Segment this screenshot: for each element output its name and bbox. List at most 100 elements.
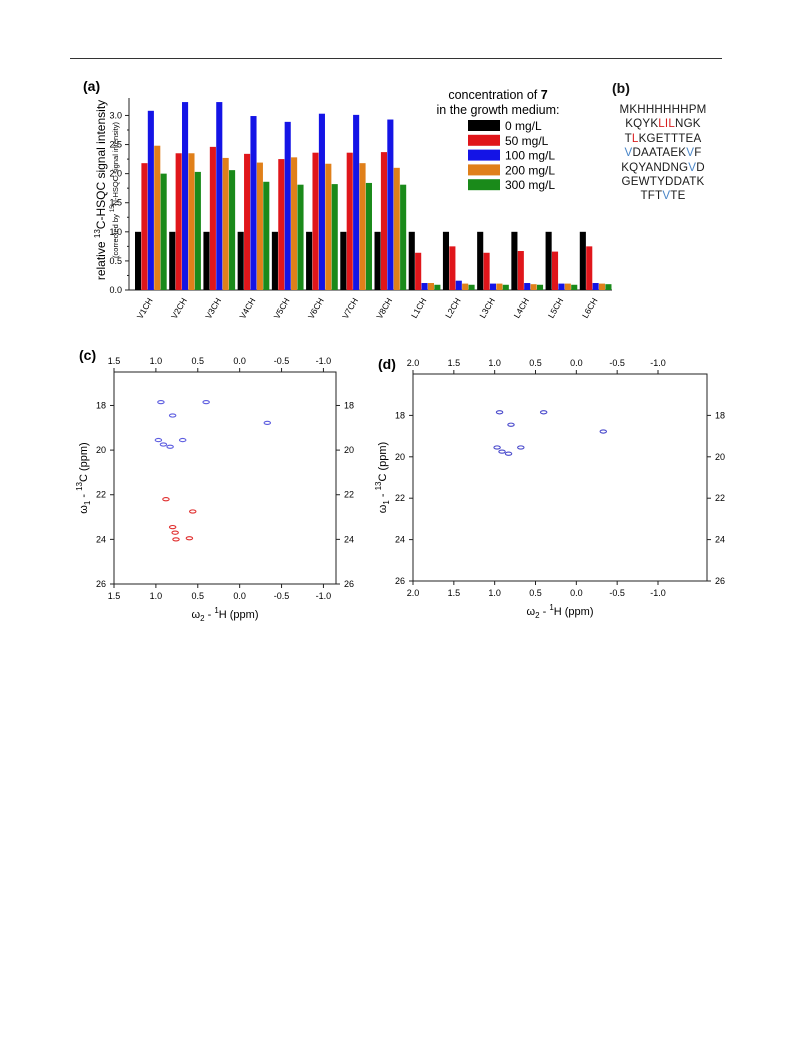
bar-V8CH-0mgL	[374, 231, 381, 290]
peak-0-5	[517, 445, 525, 450]
y-axis-title-sup: 13	[374, 481, 383, 490]
y-tick-label-right: 24	[715, 535, 725, 545]
bar-V8CH-200mgL	[393, 167, 400, 290]
bar-L5CH-300mgL	[571, 284, 578, 290]
sequence-line: TLKGETTTEA	[598, 132, 728, 146]
y-axis-title: ω1 - 13C (ppm)	[374, 442, 391, 513]
x-tick-label: V6CH	[306, 296, 326, 321]
bar-L5CH-200mgL	[564, 283, 571, 290]
sequence-residues: TE	[670, 189, 686, 203]
x-tick-label-top: 1.0	[150, 356, 163, 366]
bar-chart-x-tick-labels: V1CH V2CH V3CH V4CH V5CH V6CH V7CH V8CH L1CH L2CH…	[135, 296, 600, 321]
spectrum-c-plot: 1.5 1.5 1.0 1.0 0.5 0.5 0.0 0.0 -0.5 -0.5 -1.0 -1.0…	[75, 356, 354, 623]
peak-0-3	[599, 429, 608, 434]
bar-V4CH-0mgL	[237, 231, 244, 290]
legend-title-line-1: concentration of 7	[448, 88, 547, 102]
bar-V2CH-100mgL	[182, 102, 189, 290]
labeled-residue-blue: V	[662, 189, 671, 203]
bar-L1CH-100mgL	[421, 283, 428, 290]
y-tick-label-right: 22	[344, 490, 354, 500]
legend-entry: 200 mg/L	[505, 163, 555, 177]
bar-V5CH-100mgL	[284, 121, 291, 290]
plot-frame	[412, 373, 708, 582]
x-tick-label-bottom: -0.5	[274, 591, 290, 601]
y-tick-label: 3.0	[109, 110, 122, 120]
sequence-line: KQYKLILNGK	[598, 117, 728, 131]
bar-V6CH-0mgL	[306, 231, 313, 290]
x-tick-label-top: -0.5	[274, 356, 290, 366]
bar-chart-y-axis-label: relative 13C-HSQC signal intensity(corre…	[93, 100, 120, 280]
bar-L6CH-0mgL	[579, 231, 586, 290]
bar-V1CH-300mgL	[160, 173, 167, 290]
x-tick-label: L6CH	[580, 296, 600, 320]
x-tick-label-top: 0.0	[233, 356, 246, 366]
y-tick-label-left: 18	[96, 400, 106, 410]
y-tick-label: 1.5	[109, 198, 122, 208]
y-axis-title-part: -	[377, 490, 389, 500]
y-tick-label-left: 22	[96, 490, 106, 500]
bar-V4CH-200mgL	[256, 162, 263, 290]
bar-L4CH-100mgL	[524, 283, 531, 290]
y-axis-title-part: C (ppm)	[377, 442, 389, 482]
x-tick-label: L3CH	[477, 296, 497, 320]
sequence-residues: D	[696, 160, 705, 174]
x-axis-title-part: -	[205, 609, 215, 621]
x-tick-label-top: -1.0	[650, 358, 666, 368]
x-tick-label-bottom: -0.5	[609, 588, 625, 598]
bar-L1CH-300mgL	[434, 284, 441, 290]
y-axis-title-sup: 13	[75, 481, 84, 490]
legend-swatch-0	[468, 120, 500, 131]
x-tick-label-bottom: 1.5	[448, 588, 461, 598]
panel-d-label: (d)	[378, 356, 396, 372]
x-tick-label: V5CH	[272, 296, 292, 321]
bar-V3CH-50mgL	[209, 146, 216, 290]
header-rule	[70, 58, 722, 59]
labeled-residue-blue: V	[686, 146, 695, 160]
x-tick-label-bottom: 0.5	[529, 588, 542, 598]
bar-L3CH-200mgL	[496, 283, 503, 290]
peak-1-0	[162, 497, 170, 502]
legend-swatch-4	[468, 179, 500, 191]
bar-V5CH-300mgL	[297, 184, 304, 290]
y-axis-title-sub: 1	[382, 500, 391, 505]
x-axis-title-sub: 2	[200, 614, 205, 623]
plot-frame	[113, 371, 337, 585]
legend-swatch-1	[468, 134, 500, 146]
bar-V6CH-50mgL	[312, 152, 319, 290]
bar-V3CH-300mgL	[229, 170, 236, 290]
legend-swatch-2	[468, 149, 500, 161]
x-axis-title-sup: 1	[549, 603, 554, 612]
legend-entry: 0 mg/L	[505, 119, 542, 133]
x-axis-title-part: -	[540, 606, 550, 618]
bar-L6CH-100mgL	[592, 283, 599, 290]
legend-entry: 100 mg/L	[505, 149, 555, 163]
x-axis-title-sup: 1	[214, 606, 219, 615]
y-tick-label-left: 24	[395, 535, 405, 545]
x-tick-label: V7CH	[340, 296, 360, 321]
x-tick-label-bottom: 1.5	[108, 591, 121, 601]
bar-L4CH-0mgL	[511, 231, 518, 290]
peak-1-1	[188, 509, 197, 514]
legend-entry: 50 mg/L	[505, 134, 549, 148]
legend-title-text: concentration of	[448, 88, 540, 102]
bar-L2CH-50mgL	[449, 246, 456, 290]
x-tick-label: L2CH	[443, 296, 463, 320]
peak-1-4	[172, 537, 180, 542]
sequence-residues: F	[694, 146, 702, 160]
peak-0-4	[154, 437, 163, 443]
peak-1-3	[171, 530, 179, 535]
x-axis-title-part: ω	[191, 609, 200, 621]
peak-0-0	[157, 399, 165, 405]
y-axis-title-sup: 13	[93, 229, 102, 238]
bar-L2CH-200mgL	[462, 283, 469, 290]
bar-V5CH-200mgL	[291, 157, 298, 290]
y-tick-label: 2.5	[109, 140, 122, 150]
bar-V2CH-200mgL	[188, 153, 195, 290]
sequence-line: MKHHHHHHPM	[598, 103, 728, 117]
peak-1-5	[185, 536, 194, 541]
sequence-residues: TFT	[640, 189, 663, 203]
peak-0-3	[263, 420, 272, 426]
legend-entry: 300 mg/L	[505, 178, 555, 192]
bar-V4CH-300mgL	[263, 181, 270, 290]
x-tick-label: L5CH	[546, 296, 566, 320]
